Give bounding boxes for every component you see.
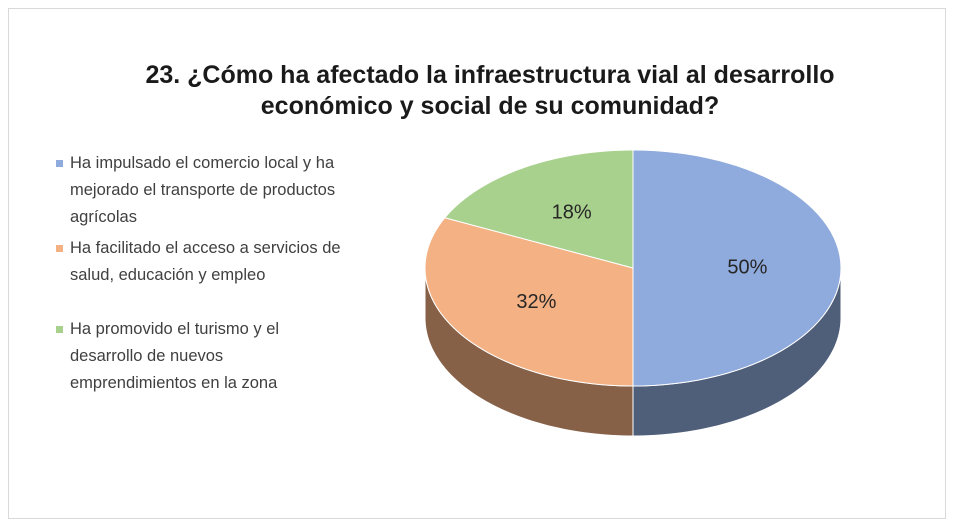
slice bbox=[424, 217, 634, 387]
legend-entry: Ha facilitado el acceso a servicios de s… bbox=[54, 235, 344, 289]
legend-label: Ha facilitado el acceso a servicios de s… bbox=[70, 239, 341, 284]
chart-frame bbox=[8, 8, 946, 519]
slice bbox=[443, 149, 634, 269]
legend-label: Ha impulsado el comercio local y ha mejo… bbox=[70, 154, 336, 226]
data-label: 18% bbox=[552, 201, 592, 223]
legend-label: Ha promovido el turismo y el desarrollo … bbox=[70, 320, 280, 392]
legend-swatch bbox=[56, 160, 63, 167]
slice bbox=[632, 149, 842, 387]
legend: Ha impulsado el comercio local y ha mejo… bbox=[54, 150, 344, 401]
chart-title: 23. ¿Cómo ha afectado la infraestructura… bbox=[145, 61, 835, 120]
data-label: 32% bbox=[516, 291, 556, 313]
data-label: 50% bbox=[727, 256, 767, 278]
legend-swatch bbox=[56, 326, 63, 333]
legend-entry: Ha promovido el turismo y el desarrollo … bbox=[54, 316, 344, 397]
legend-entry: Ha impulsado el comercio local y ha mejo… bbox=[54, 150, 344, 231]
legend-swatch bbox=[56, 245, 63, 252]
